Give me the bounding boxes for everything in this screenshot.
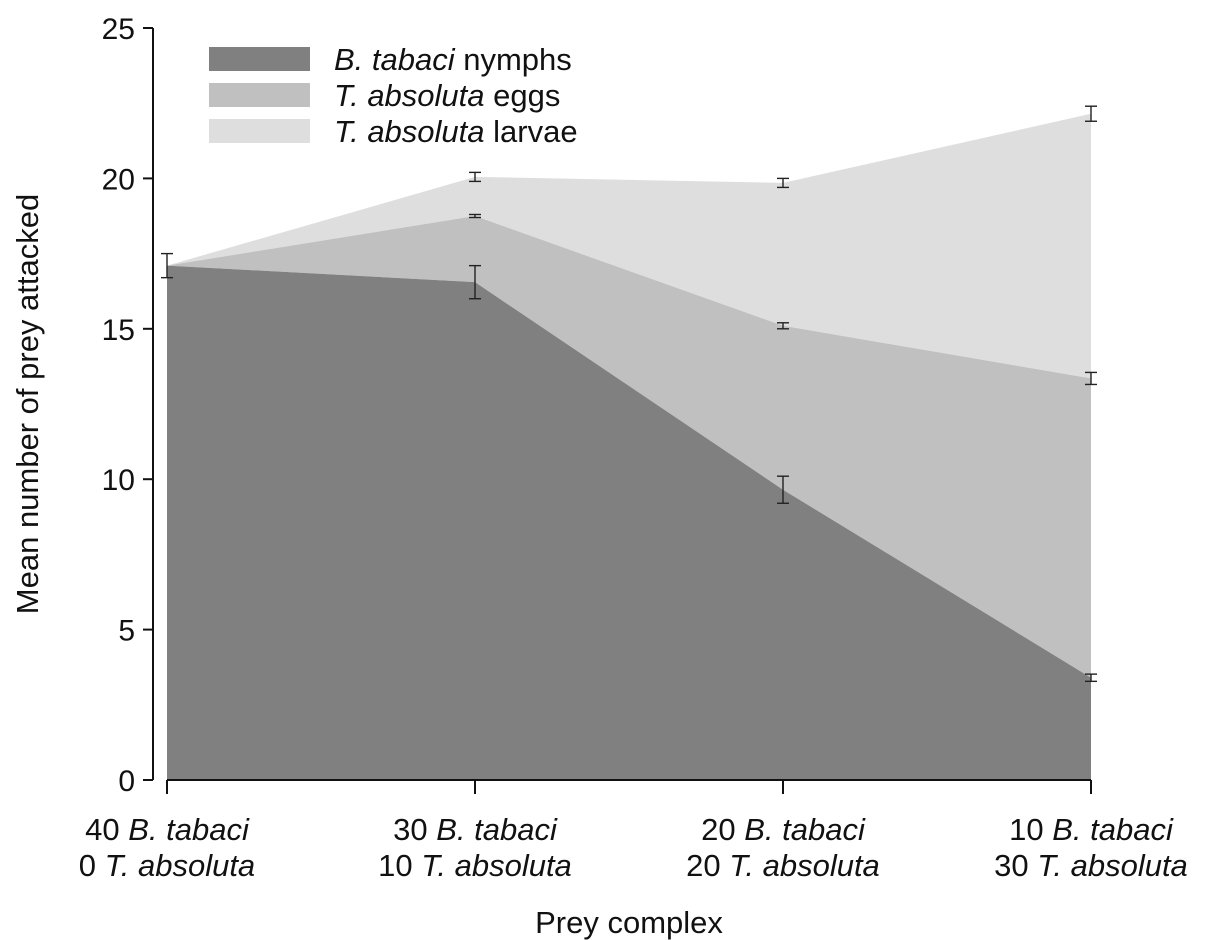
y-axis-label: Mean number of prey attacked (10, 194, 45, 614)
area-series-2 (167, 216, 1091, 678)
legend-label-species: T. absoluta (334, 78, 485, 113)
legend-item: T. absoluta eggs (209, 78, 560, 113)
y-tick-label: 15 (102, 314, 135, 347)
x-tick-label-species: T. absoluta (105, 848, 256, 883)
error-bar (777, 177, 789, 189)
legend-label-stage: nymphs (455, 42, 572, 77)
x-tick-label-line2: 20 T. absoluta (686, 848, 880, 883)
legend-swatch (209, 47, 310, 71)
x-tick-label-line1: 40 B. tabaci (85, 812, 250, 847)
x-tick-label-line2: 10 T. absoluta (378, 848, 572, 883)
legend-label: T. absoluta larvae (334, 114, 578, 149)
x-tick-label-count: 40 (85, 812, 128, 847)
legend-label-species: T. absoluta (334, 114, 485, 149)
legend-item: T. absoluta larvae (209, 114, 578, 149)
error-bar (469, 213, 481, 219)
area-layers (167, 113, 1091, 781)
x-tick-label-species: B. tabaci (128, 812, 250, 847)
x-tick-label-line1: 30 B. tabaci (393, 812, 558, 847)
error-bar (777, 475, 789, 504)
legend-label: T. absoluta eggs (334, 78, 560, 113)
error-bar (469, 264, 481, 300)
x-tick-label-line2: 30 T. absoluta (994, 848, 1188, 883)
legend-swatch (209, 83, 310, 107)
x-tick-label-species: B. tabaci (436, 812, 558, 847)
error-bar (469, 171, 481, 183)
legend-item: B. tabaci nymphs (209, 42, 572, 77)
error-bar (1085, 105, 1097, 122)
area-series-1 (167, 265, 1091, 781)
legend-label-stage: larvae (485, 114, 578, 149)
error-bar (1085, 673, 1097, 683)
x-tick-label-count: 10 (378, 848, 421, 883)
x-tick-label-count: 20 (686, 848, 729, 883)
y-tick-label: 10 (102, 464, 135, 497)
legend-label-species: B. tabaci (334, 42, 456, 77)
legend-label-stage: eggs (485, 78, 561, 113)
x-tick-label-species: T. absoluta (1037, 848, 1188, 883)
error-bar (161, 252, 173, 279)
y-tick-label: 5 (118, 615, 135, 648)
x-axis-label: Prey complex (535, 905, 723, 940)
y-tick-label: 20 (102, 163, 135, 196)
x-tick-label-species: T. absoluta (729, 848, 880, 883)
area-series-3 (167, 113, 1091, 379)
error-bar (1085, 371, 1097, 386)
x-tick-label-line1: 10 B. tabaci (1009, 812, 1174, 847)
legend-swatch (209, 119, 310, 143)
x-tick-label-count: 30 (393, 812, 436, 847)
x-tick-label-line2: 0 T. absoluta (79, 848, 255, 883)
x-tick-label-species: B. tabaci (744, 812, 866, 847)
y-tick-label: 0 (118, 765, 135, 798)
x-tick-label-line1: 20 B. tabaci (701, 812, 866, 847)
x-tick-label-count: 30 (994, 848, 1037, 883)
x-tick-label-count: 20 (701, 812, 744, 847)
x-tick-label-species: T. absoluta (421, 848, 572, 883)
x-tick-label-count: 10 (1009, 812, 1052, 847)
error-bar (777, 322, 789, 330)
x-tick-label-species: B. tabaci (1052, 812, 1174, 847)
legend-label: B. tabaci nymphs (334, 42, 572, 77)
error-bars (161, 105, 1097, 683)
y-tick-label: 25 (102, 13, 135, 46)
x-tick-label-count: 0 (79, 848, 105, 883)
